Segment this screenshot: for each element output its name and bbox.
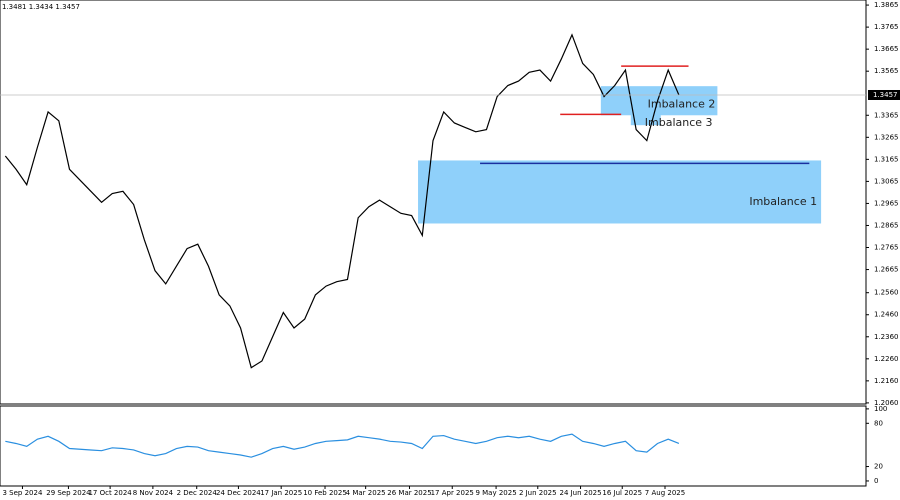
y-tick-label: 1.2965 [874, 199, 899, 207]
y-tick-label: 1.3765 [874, 23, 899, 31]
x-tick-label: 16 Jul 2025 [602, 489, 642, 497]
y-tick-label: 1.2560 [874, 289, 899, 297]
x-tick-label: 9 May 2025 [475, 489, 516, 497]
x-tick-label: 24 Dec 2024 [216, 489, 261, 497]
x-tick-label: 4 Mar 2025 [346, 489, 386, 497]
x-tick-label: 17 Apr 2025 [431, 489, 474, 497]
series-line [5, 433, 680, 458]
osc-tick-label: 100 [874, 405, 887, 413]
x-tick-label: 10 Feb 2025 [303, 489, 347, 497]
oscillator-pane [0, 405, 867, 487]
osc-tick-label: 80 [874, 419, 883, 427]
y-tick-label: 1.3865 [874, 1, 899, 9]
y-tick-label: 1.2460 [874, 311, 899, 319]
y-tick-label: 1.2865 [874, 221, 899, 229]
x-tick-label: 3 Sep 2024 [2, 489, 42, 497]
x-tick-label: 24 Jun 2025 [559, 489, 601, 497]
y-tick-label: 1.2765 [874, 244, 899, 252]
osc-tick-label: 20 [874, 463, 883, 471]
ohlc-header: 1.3481 1.3434 1.3457 [2, 3, 80, 11]
y-tick-label: 1.2360 [874, 333, 899, 341]
x-tick-label: 8 Nov 2024 [133, 489, 174, 497]
x-tick-label: 7 Aug 2025 [645, 489, 685, 497]
y-tick-label: 1.2060 [874, 399, 899, 407]
y-tick-label: 1.3165 [874, 155, 899, 163]
y-tick-label: 1.3365 [874, 111, 899, 119]
y-tick-label: 1.3665 [874, 45, 899, 53]
imbalance-zone [418, 160, 822, 224]
zone-label: Imbalance 2 [648, 98, 716, 111]
y-tick-label: 1.2260 [874, 355, 899, 363]
x-tick-label: 17 Oct 2024 [88, 489, 132, 497]
price-pane [0, 0, 867, 405]
last-price-label: 1.3457 [873, 91, 898, 99]
x-tick-label: 26 Mar 2025 [387, 489, 431, 497]
x-tick-label: 29 Sep 2024 [46, 489, 91, 497]
y-tick-label: 1.3065 [874, 177, 899, 185]
last-price-box [868, 89, 900, 100]
x-tick-label: 2 Jun 2025 [519, 489, 557, 497]
y-tick-label: 1.2665 [874, 266, 899, 274]
y-tick-label: 1.3265 [874, 133, 899, 141]
osc-tick-label: 0 [874, 477, 878, 485]
imbalance-zone [630, 95, 661, 126]
zone-label: Imbalance 1 [749, 195, 817, 208]
zone-label: Imbalance 3 [645, 116, 713, 129]
y-tick-label: 1.2160 [874, 377, 899, 385]
series-line [4, 33, 680, 369]
y-tick-label: 1.3565 [874, 67, 899, 75]
x-tick-label: 2 Dec 2024 [177, 489, 218, 497]
x-tick-label: 17 Jan 2025 [260, 489, 302, 497]
